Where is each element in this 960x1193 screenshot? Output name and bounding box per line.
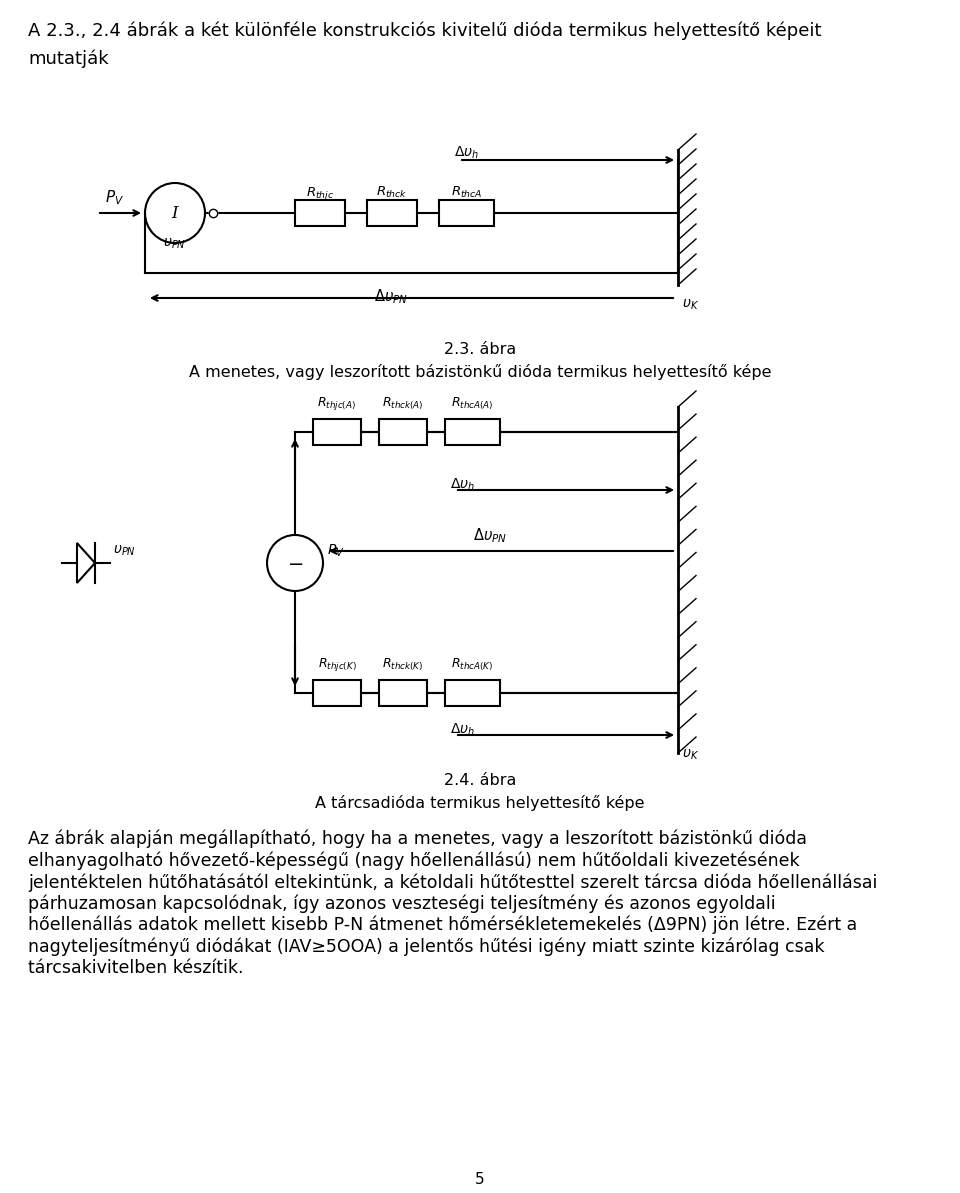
- Text: Az ábrák alapján megállapítható, hogy ha a menetes, vagy a leszorított bázistönk: Az ábrák alapján megállapítható, hogy ha…: [28, 830, 807, 848]
- Text: $\Delta\upsilon_{PN}$: $\Delta\upsilon_{PN}$: [374, 288, 409, 305]
- Text: A 2.3., 2.4 ábrák a két különféle konstrukciós kivitelű dióda termikus helyettes: A 2.3., 2.4 ábrák a két különféle konstr…: [28, 21, 822, 41]
- Bar: [367, 200, 417, 225]
- Text: $-$: $-$: [287, 554, 303, 571]
- Text: 5: 5: [475, 1172, 485, 1187]
- Text: elhanyagolható hővezető-képességű (nagy hőellenállású) nem hűtőoldali kivezetésé: elhanyagolható hővezető-képességű (nagy …: [28, 852, 800, 870]
- Text: $\upsilon_{PN}$: $\upsilon_{PN}$: [113, 544, 136, 558]
- Bar: [379, 680, 427, 706]
- Text: $P_V$: $P_V$: [327, 543, 345, 560]
- Text: mutatják: mutatják: [28, 50, 108, 68]
- Text: $\Delta\upsilon_h$: $\Delta\upsilon_h$: [454, 146, 479, 161]
- Text: $P_V$: $P_V$: [105, 188, 124, 206]
- Bar: [379, 419, 427, 445]
- Text: I: I: [172, 204, 179, 222]
- Bar: [313, 680, 361, 706]
- Text: $\Delta\upsilon_h$: $\Delta\upsilon_h$: [450, 477, 475, 494]
- Bar: [313, 419, 361, 445]
- Text: $R_{thcA(A)}$: $R_{thcA(A)}$: [451, 396, 493, 412]
- Text: jelentéktelen hűtőhatásától eltekintünk, a kétoldali hűtőtesttel szerelt tárcsa : jelentéktelen hűtőhatásától eltekintünk,…: [28, 873, 877, 891]
- Text: $\upsilon_K$: $\upsilon_K$: [682, 298, 699, 313]
- Text: $R_{thcA}$: $R_{thcA}$: [451, 185, 482, 200]
- Text: párhuzamosan kapcsolódnak, így azonos veszteségi teljesítmény és azonos egyoldal: párhuzamosan kapcsolódnak, így azonos ve…: [28, 895, 776, 913]
- Text: tárcsakivitelben készítik.: tárcsakivitelben készítik.: [28, 959, 244, 977]
- Bar: [295, 200, 345, 225]
- Text: $\Delta\upsilon_{PN}$: $\Delta\upsilon_{PN}$: [473, 526, 508, 545]
- Text: $R_{thjc(K)}$: $R_{thjc(K)}$: [318, 656, 356, 673]
- Text: hőellenállás adatok mellett kisebb P-N átmenet hőmérsékletemekelés (Δ9PN) jön lé: hőellenállás adatok mellett kisebb P-N á…: [28, 916, 857, 934]
- Bar: [439, 200, 494, 225]
- Text: $R_{thjc(A)}$: $R_{thjc(A)}$: [318, 395, 356, 412]
- Text: $R_{thck(K)}$: $R_{thck(K)}$: [382, 656, 423, 673]
- Text: $\Delta\upsilon_h$: $\Delta\upsilon_h$: [450, 722, 475, 738]
- Text: $R_{thjc}$: $R_{thjc}$: [306, 185, 334, 202]
- Text: $\upsilon_K$: $\upsilon_K$: [682, 748, 699, 762]
- Text: $R_{thck}$: $R_{thck}$: [376, 185, 408, 200]
- Bar: [445, 419, 500, 445]
- Text: 2.3. ábra: 2.3. ábra: [444, 342, 516, 357]
- Text: A menetes, vagy leszorított bázistönkű dióda termikus helyettesítő képe: A menetes, vagy leszorított bázistönkű d…: [189, 364, 771, 381]
- Text: $R_{thcA(K)}$: $R_{thcA(K)}$: [451, 656, 493, 673]
- Circle shape: [267, 534, 323, 591]
- Text: A tárcsadióda termikus helyettesítő képe: A tárcsadióda termikus helyettesítő képe: [315, 795, 645, 811]
- Text: nagyteljesítményű diódákat (IAV≥5OOA) a jelentős hűtési igény miatt szinte kizár: nagyteljesítményű diódákat (IAV≥5OOA) a …: [28, 938, 825, 956]
- Text: $\upsilon_{PN}$: $\upsilon_{PN}$: [163, 237, 186, 252]
- Bar: [445, 680, 500, 706]
- Text: 2.4. ábra: 2.4. ábra: [444, 773, 516, 789]
- Text: $R_{thck(A)}$: $R_{thck(A)}$: [382, 396, 423, 412]
